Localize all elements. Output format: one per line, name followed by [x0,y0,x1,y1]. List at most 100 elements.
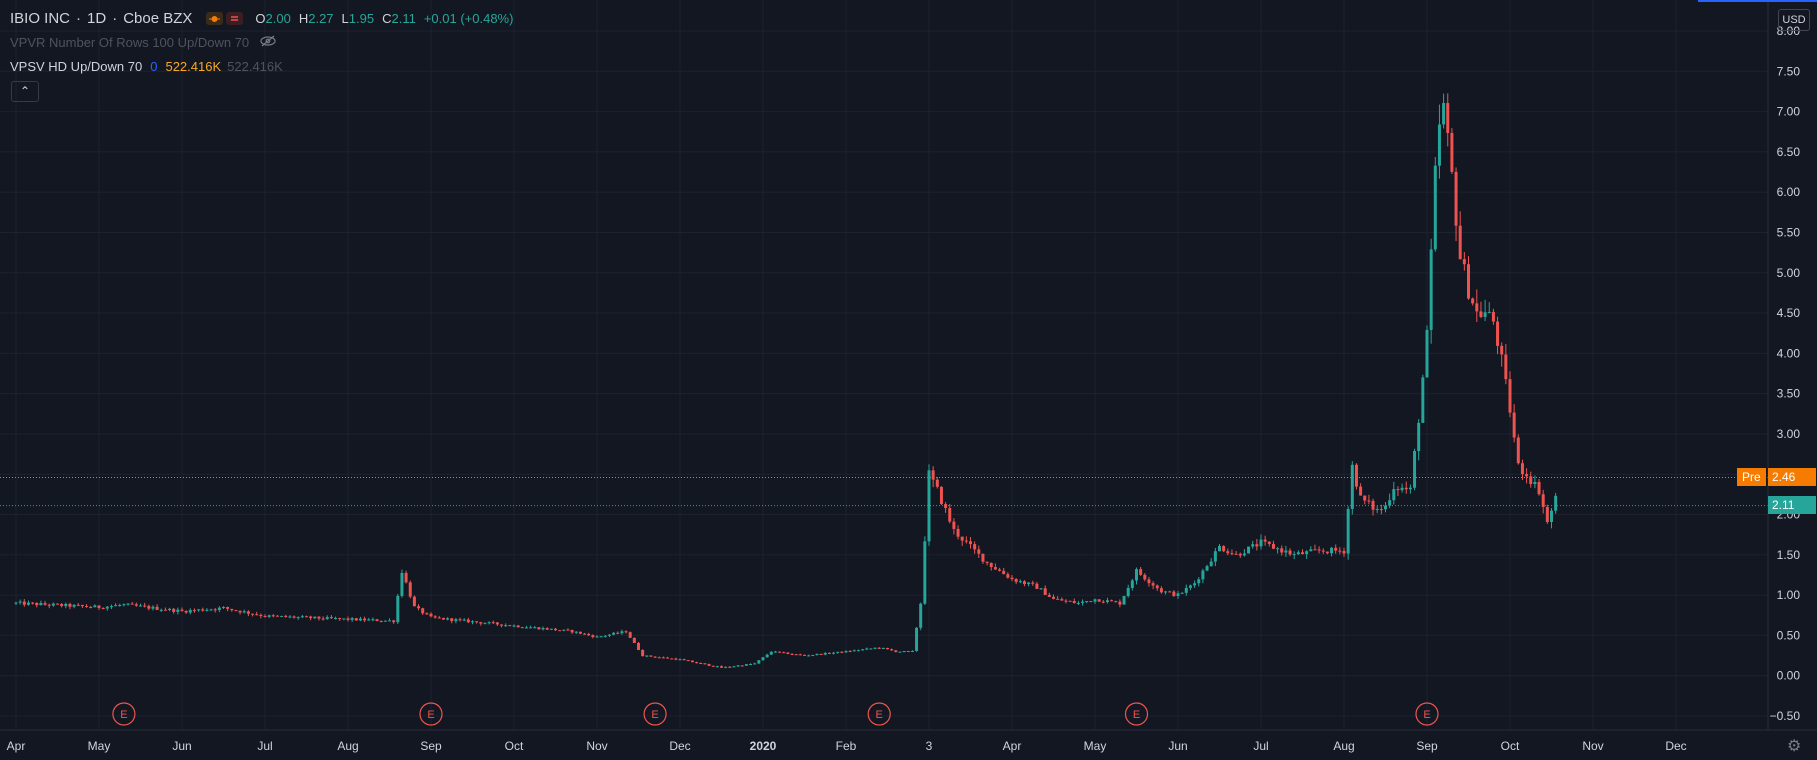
candle-body [1114,601,1118,603]
candle-body [192,610,196,612]
candle-body [915,627,919,652]
candle-body [1039,588,1043,590]
candle-body [388,620,391,622]
price-tick-label: −0.50 [1770,709,1801,723]
candle-body [263,616,267,618]
candle-body [1292,554,1296,556]
candle-body [1222,546,1226,552]
candle-body [1139,569,1143,575]
vpsv-legend[interactable]: VPSV HD Up/Down 70 0 522.416K 522.416K [10,59,289,74]
price-tick-label: 0.00 [1777,669,1801,683]
gear-icon[interactable]: ⚙ [1787,738,1802,755]
candle-body [18,601,22,603]
candle-body [973,544,977,550]
candle-body [56,603,59,605]
candle-body [948,508,952,522]
candle-body [637,642,640,650]
candle-body [1354,464,1358,487]
candle-body [807,655,811,657]
candle-body [267,615,271,617]
candle-body [1288,550,1292,555]
candle-body [1417,422,1421,452]
candle-body [620,631,624,634]
hidden-eye-icon[interactable] [259,35,277,50]
candle-body [524,627,528,629]
vpsv-label[interactable]: VPSV HD Up/Down 70 [10,59,143,74]
chart-grid [0,0,1768,730]
interval-label[interactable]: 1D [87,10,107,27]
candle-body [1313,549,1317,551]
low-value: 1.95 [348,11,375,26]
vpvr-legend[interactable]: VPVR Number Of Rows 100 Up/Down 70 [10,35,283,50]
candle-body [516,625,520,628]
candle-body [1143,574,1147,580]
candle-body [1201,570,1205,580]
candle-body [163,609,167,611]
time-tick-label: Apr [1003,739,1022,753]
candle-body [960,536,964,541]
candle-body [39,603,43,606]
currency-button[interactable]: USD [1778,9,1810,31]
candle-body [222,606,225,608]
candle-body [1089,601,1093,603]
candle-body [773,651,777,653]
candle-body [230,608,234,611]
collapse-legend-button[interactable]: ⌃ [11,81,39,102]
candle-body [682,659,686,661]
chevron-up-icon: ⌃ [19,84,31,98]
candle-body [14,602,18,604]
candle-body [126,603,130,605]
candle-body [1126,587,1130,597]
candle-body [346,618,350,620]
candle-body [479,622,483,624]
data-delay-icon[interactable] [226,12,244,25]
candle-body [85,606,89,608]
candle-body [504,625,508,627]
candle-body [956,528,960,537]
candle-body [255,614,259,616]
candle-body [1425,329,1429,378]
time-tick-label: Dec [669,739,690,753]
pre-market-price-label: 2.46 [1768,468,1816,486]
candle-body [964,540,968,542]
candle-body [690,660,694,663]
vpsv-value-3: 522.416K [227,59,283,74]
candle-body [811,654,815,656]
candle-body [886,647,889,650]
low-label: L [341,11,349,26]
earnings-marker-label: E [427,709,434,721]
candle-body [300,616,304,618]
candle-body [1076,602,1080,604]
series-legend[interactable]: IBIO INC · 1D · Cboe BZX O 2.00 H 2.27 L… [10,10,521,27]
vpsv-value-2: 522.416K [165,59,222,74]
candle-body [869,648,873,650]
candle-body [1367,500,1371,502]
candle-body [1263,539,1267,542]
time-tick-label: Sep [420,739,442,753]
candle-body [856,650,860,652]
candle-body [334,618,338,620]
candle-body [661,657,665,659]
exchange-label[interactable]: Cboe BZX [123,10,193,27]
candle-body [1097,599,1101,602]
vpvr-label[interactable]: VPVR Number Of Rows 100 Up/Down 70 [10,35,250,50]
candle-body [761,657,765,661]
candle-body [1276,548,1280,550]
candle-body [259,614,263,617]
candle-body [462,619,466,621]
candle-body [1388,500,1392,506]
price-tick-label: 4.50 [1777,306,1801,320]
candle-body [118,605,122,607]
candle-body [358,618,362,621]
candle-body [51,603,55,606]
candle-body [495,622,499,625]
candle-body [1267,541,1271,544]
market-status-icon[interactable] [206,12,224,25]
symbol-name[interactable]: IBIO INC [10,10,71,27]
candle-body [35,602,39,606]
candle-body [628,632,632,638]
candle-body [197,609,201,611]
